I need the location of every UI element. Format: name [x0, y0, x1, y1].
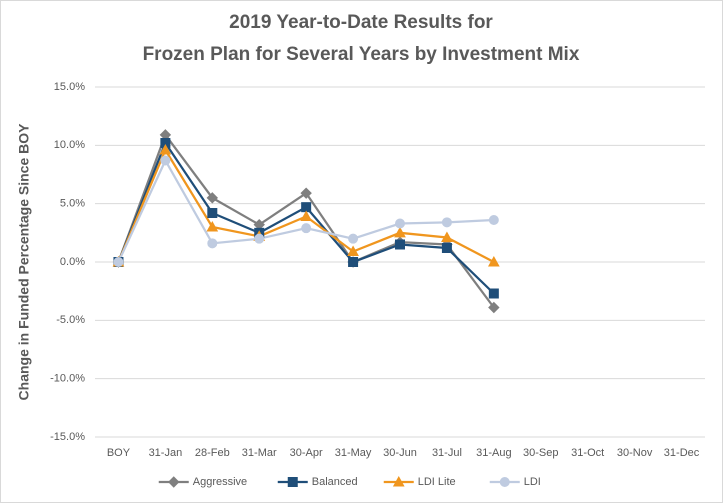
legend-marker [392, 475, 405, 487]
x-tick-label: 31-Oct [571, 447, 604, 459]
y-axis-label: Change in Funded Percentage Since BOY [16, 123, 32, 401]
x-tick-label: BOY [107, 447, 131, 459]
y-tick-label: -5.0% [56, 314, 85, 326]
marker [394, 226, 406, 238]
x-tick-label: 30-Nov [617, 447, 653, 459]
y-tick-label: 10.0% [54, 139, 85, 151]
marker [113, 257, 124, 267]
x-tick-label: 31-Mar [242, 447, 277, 459]
marker [301, 223, 312, 234]
marker [160, 155, 171, 166]
y-tick-label: 15.0% [54, 81, 85, 93]
marker [395, 218, 405, 229]
y-tick-label: -15.0% [50, 431, 85, 443]
marker [441, 217, 452, 228]
x-tick-label: 31-Jan [149, 447, 183, 459]
legend-label: LDI Lite [418, 476, 456, 488]
marker [159, 143, 172, 155]
marker [300, 187, 312, 199]
marker [441, 231, 453, 242]
legend-marker [287, 477, 298, 487]
marker [206, 220, 219, 232]
chart-title: Frozen Plan for Several Years by Investm… [143, 44, 580, 65]
legend-marker [168, 476, 180, 488]
marker [488, 288, 499, 299]
y-tick-label: 5.0% [60, 198, 85, 210]
marker [254, 233, 265, 244]
x-tick-label: 31-Dec [664, 447, 700, 459]
marker [395, 239, 405, 250]
y-tick-label: 0.0% [60, 256, 85, 268]
legend-label: Aggressive [193, 476, 247, 488]
x-tick-label: 30-Jun [383, 447, 417, 459]
marker [301, 202, 312, 213]
marker [207, 208, 218, 218]
marker [441, 243, 452, 253]
chart-title: 2019 Year-to-Date Results for [229, 12, 493, 33]
marker [348, 233, 359, 244]
marker [488, 301, 500, 314]
legend-label: LDI [524, 476, 541, 488]
x-tick-label: 30-Sep [523, 447, 558, 459]
marker [487, 255, 500, 267]
marker [488, 215, 499, 225]
x-tick-label: 31-May [335, 447, 372, 459]
legend-label: Balanced [312, 476, 358, 488]
marker [206, 192, 219, 204]
x-tick-label: 31-Jul [432, 447, 462, 459]
marker [348, 257, 359, 267]
marker [207, 238, 218, 249]
x-tick-label: 31-Aug [476, 447, 511, 459]
marker [300, 210, 313, 221]
x-tick-label: 30-Apr [290, 447, 323, 459]
marker [347, 245, 359, 256]
x-tick-label: 28-Feb [195, 447, 230, 459]
legend-marker [499, 477, 510, 487]
y-tick-label: -10.0% [50, 373, 85, 385]
